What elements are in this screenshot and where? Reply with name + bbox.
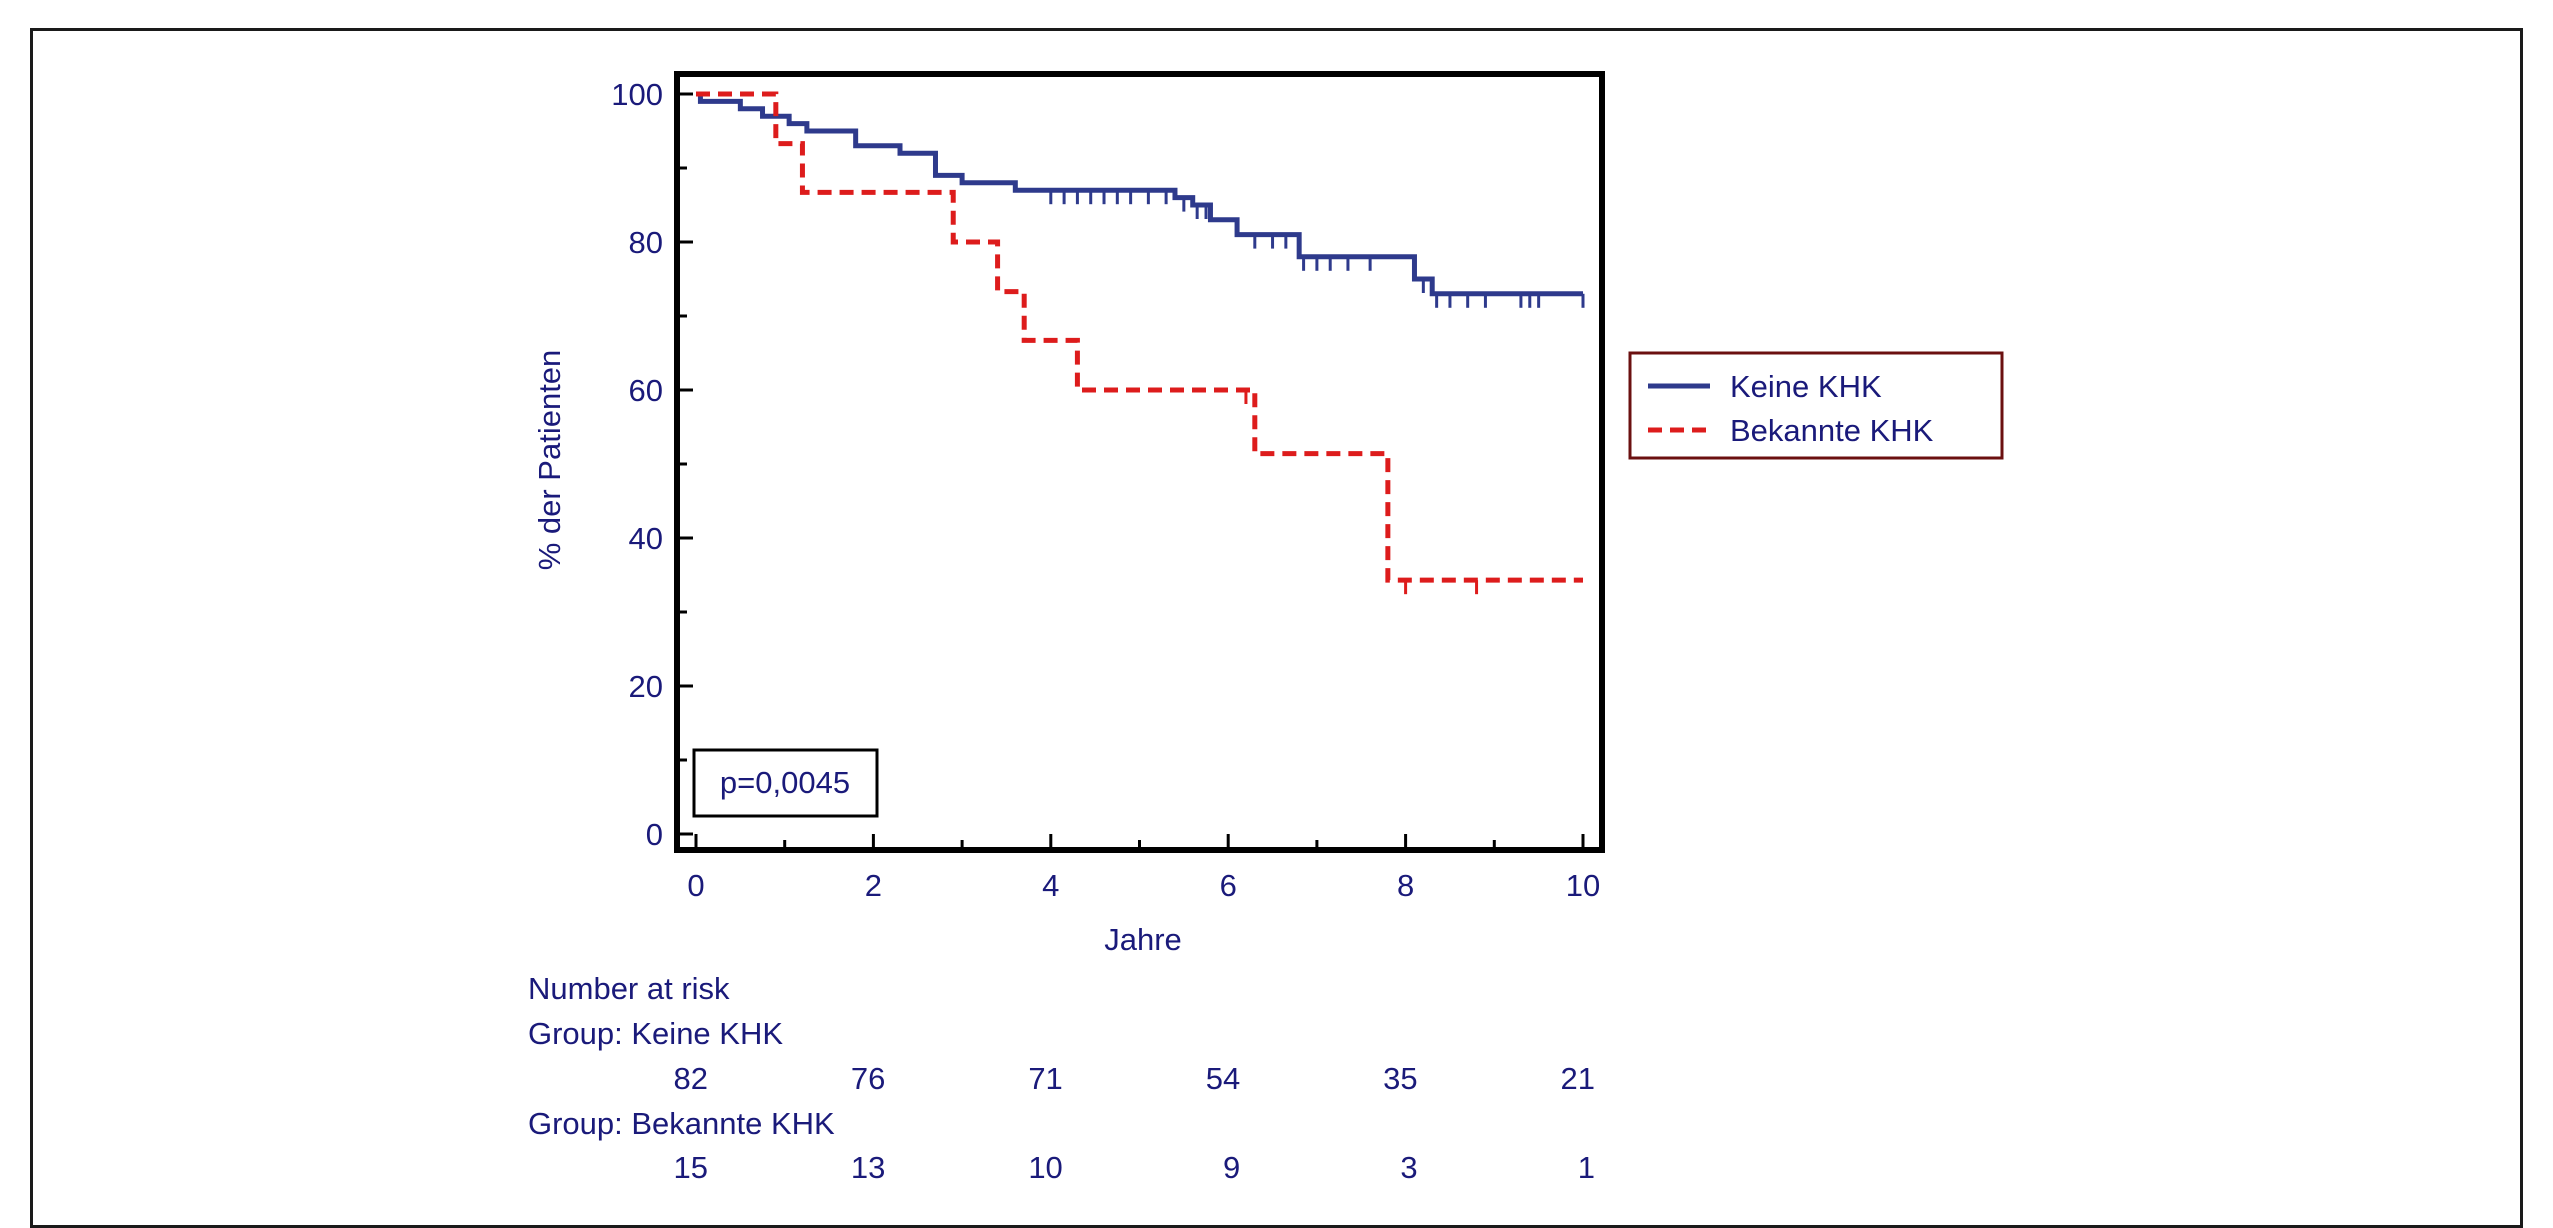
x-tick-label: 4 <box>1042 868 1059 903</box>
risk-count: 10 <box>1028 1150 1062 1179</box>
y-tick-label: 80 <box>629 225 663 260</box>
risk-count: 21 <box>1561 1061 1595 1096</box>
kaplan-meier-chart: % der Patienten Jahre p=0,0045 Keine KHK… <box>528 71 2004 1179</box>
x-tick-label: 10 <box>1566 868 1600 903</box>
risk-count: 82 <box>674 1061 708 1096</box>
risk-count: 9 <box>1223 1150 1240 1179</box>
series-line-keine-khk <box>696 91 1583 297</box>
risk-count: 15 <box>674 1150 708 1179</box>
risk-table-heading: Number at risk <box>528 971 730 1006</box>
series-layer <box>696 91 1585 595</box>
risk-count: 3 <box>1400 1150 1417 1179</box>
x-axis-label: Jahre <box>1104 922 1182 957</box>
x-axis-ticks: 0 2 4 6 8 10 <box>687 834 1600 903</box>
x-tick-label: 2 <box>865 868 882 903</box>
risk-group-label-keine-khk: Group: Keine KHK <box>528 1016 783 1051</box>
risk-count: 54 <box>1206 1061 1240 1096</box>
figure-frame <box>30 28 2523 1228</box>
y-tick-label: 40 <box>629 521 663 556</box>
legend-box <box>1628 351 2004 460</box>
y-tick-label: 20 <box>629 669 663 704</box>
legend-label-bekannte-khk: Bekannte KHK <box>1730 413 1934 448</box>
p-value-box <box>692 748 879 818</box>
y-axis-ticks: 0 20 40 60 80 100 <box>611 77 693 852</box>
risk-count: 13 <box>851 1150 885 1179</box>
y-tick-label: 100 <box>611 77 663 112</box>
risk-table-counts: 82 76 71 54 35 21 15 13 10 9 3 1 <box>674 1061 1595 1179</box>
risk-count: 71 <box>1028 1061 1062 1096</box>
risk-count: 35 <box>1383 1061 1417 1096</box>
series-line-bekannte-khk <box>696 91 1583 583</box>
x-tick-label: 8 <box>1397 868 1414 903</box>
p-value-annotation: p=0,0045 <box>720 765 850 800</box>
risk-count: 1 <box>1578 1150 1595 1179</box>
x-tick-label: 6 <box>1220 868 1237 903</box>
risk-count: 76 <box>851 1061 885 1096</box>
y-axis-label: % der Patienten <box>532 350 567 571</box>
x-tick-label: 0 <box>687 868 704 903</box>
risk-group-label-bekannte-khk: Group: Bekannte KHK <box>528 1106 835 1141</box>
y-tick-label: 0 <box>646 817 663 852</box>
legend-label-keine-khk: Keine KHK <box>1730 369 1882 404</box>
y-tick-label: 60 <box>629 373 663 408</box>
